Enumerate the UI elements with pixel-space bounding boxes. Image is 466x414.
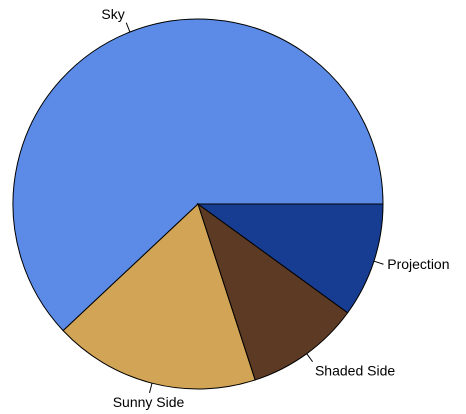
pie-slice-projection <box>196 203 384 314</box>
leader-line-shaded-side <box>306 353 314 363</box>
pie-slice-sunny-side <box>62 203 256 390</box>
slice-label-sky: Sky <box>101 6 124 22</box>
leader-line-sunny-side <box>149 383 153 393</box>
slices-layer <box>12 18 384 390</box>
leader-line-projection <box>373 260 384 265</box>
pie-slice-shaded-side <box>197 202 349 381</box>
slice-label-projection: Projection <box>387 256 449 272</box>
slice-label-shaded-side: Shaded Side <box>315 362 395 378</box>
slice-label-sunny-side: Sunny Side <box>113 394 185 410</box>
labels-layer: Sky Sunny Side Shaded Side Projection <box>101 6 449 410</box>
leader-line-sky <box>125 22 131 33</box>
